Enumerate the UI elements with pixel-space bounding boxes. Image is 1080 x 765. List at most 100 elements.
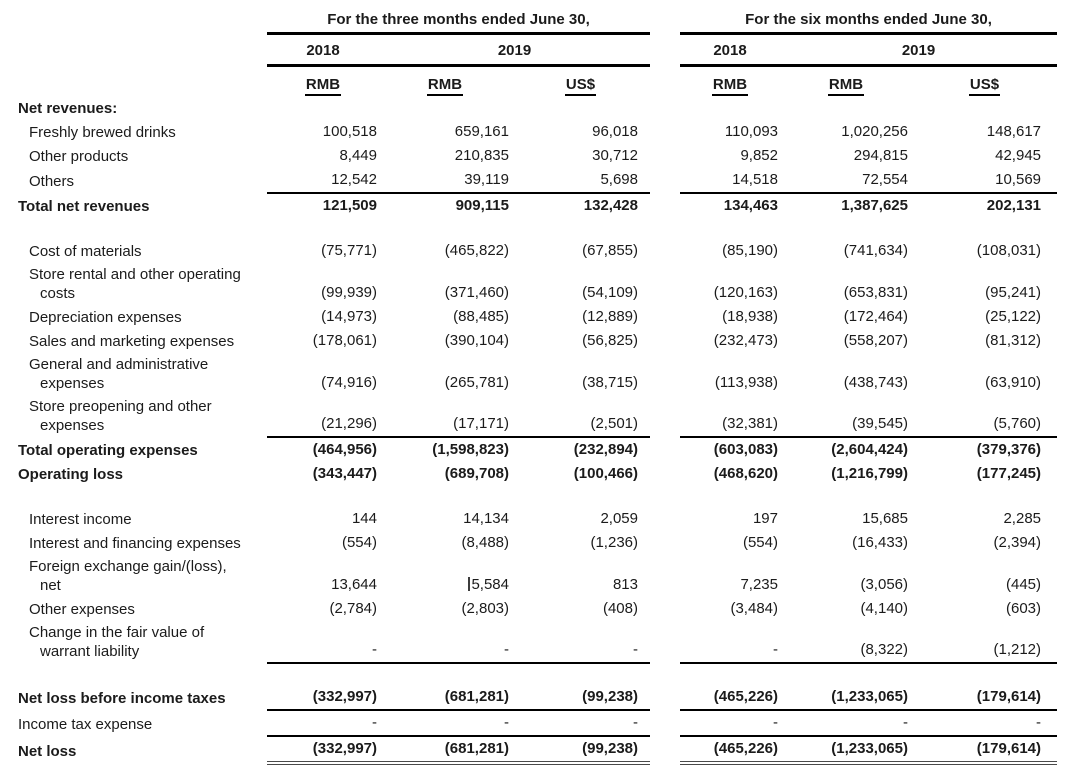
- cell-value: 5,584: [379, 555, 511, 597]
- cell-value: -: [912, 710, 1058, 737]
- cell-value: (32,381): [680, 395, 780, 438]
- row-label: Total operating expenses: [18, 442, 198, 459]
- spacer-row: [0, 218, 1080, 239]
- currency-header: RMB: [379, 66, 511, 98]
- cell-value: (2,784): [329, 600, 377, 617]
- cell-value: (465,226): [680, 685, 780, 711]
- cell-value: (1,598,823): [432, 441, 509, 458]
- cell-value: (465,226): [680, 736, 780, 765]
- column-gap: [650, 120, 680, 144]
- column-gap: [650, 507, 680, 531]
- cell-value: (332,997): [267, 685, 379, 711]
- spacer-cell: [0, 218, 1080, 239]
- cell-value: (75,771): [321, 242, 377, 259]
- column-gap: [650, 34, 680, 66]
- table-row: Operating loss (343,447) (689,708) (100,466…: [0, 462, 1080, 486]
- cell-value: 10,569: [912, 168, 1058, 194]
- cell-value: (603): [1005, 600, 1042, 617]
- column-gap: [650, 168, 680, 193]
- period-header-three-months: For the three months ended June 30,: [267, 8, 650, 35]
- row-label: Income tax expense: [18, 716, 153, 733]
- cell-value: (3,484): [730, 600, 778, 617]
- table-row: Store preopening and other expenses (21,29…: [0, 395, 1080, 438]
- currency-row: RMB RMB US$ RMB RMB US$: [0, 66, 1080, 98]
- currency-header: RMB: [267, 66, 379, 98]
- column-gap: [650, 685, 680, 710]
- cell-value: 294,815: [853, 147, 908, 164]
- cell-value: (2,501): [511, 395, 650, 438]
- cell-value: (741,634): [843, 242, 908, 259]
- cell-value: (554): [341, 534, 377, 551]
- row-end-spacer: [1057, 193, 1080, 218]
- column-gap: [650, 395, 680, 437]
- cell-value: (12,889): [582, 308, 638, 325]
- cell-value: (67,855): [582, 242, 638, 259]
- cell-value: (332,997): [267, 736, 379, 765]
- cell-value: 30,712: [592, 147, 638, 164]
- year-2018-three-months: 2018: [267, 33, 379, 67]
- cell-value: -: [511, 710, 650, 737]
- cell-value: (99,238): [511, 736, 650, 765]
- cell-value: (8,322): [780, 621, 912, 664]
- row-end-spacer: [1057, 305, 1080, 329]
- cell-value: -: [267, 710, 379, 737]
- table-row: Sales and marketing expenses (178,061) (39…: [0, 329, 1080, 353]
- cell-value: (438,743): [843, 374, 908, 391]
- cell-value: 2,059: [600, 510, 638, 527]
- row-end-spacer: [1057, 621, 1080, 663]
- cell-value: -: [680, 621, 780, 664]
- row-end-spacer: [1057, 555, 1080, 597]
- row-label: Depreciation expenses: [29, 309, 182, 326]
- cell-value: (178,061): [312, 332, 377, 349]
- cell-value: [379, 97, 511, 120]
- cell-value: 132,428: [583, 197, 638, 214]
- cell-value: 39,119: [379, 168, 511, 194]
- cell-value: 144: [351, 510, 377, 527]
- row-end-spacer: [1057, 239, 1080, 263]
- period-title-row: For the three months ended June 30, For …: [0, 8, 1080, 35]
- cell-value: (3,056): [860, 576, 908, 593]
- spacer-row: [0, 663, 1080, 685]
- row-end-spacer: [1057, 395, 1080, 437]
- column-gap: [650, 97, 680, 120]
- year-row: 2018 2019 2018 2019: [0, 33, 1080, 67]
- cell-value: 2,285: [1003, 510, 1042, 527]
- table-row: Total net revenues 121,509 909,115 132,428 1…: [0, 193, 1080, 218]
- table-row: Others 12,542 39,119 5,698 14,518 72,554 10,56…: [0, 168, 1080, 194]
- column-gap: [650, 305, 680, 329]
- spacer-cell: [0, 486, 1080, 507]
- column-gap: [650, 8, 680, 34]
- table-row: Change in the fair value of warrant liabi…: [0, 621, 1080, 664]
- row-label: Net revenues:: [18, 100, 118, 117]
- column-gap: [650, 193, 680, 218]
- cell-value: [912, 97, 1057, 120]
- cell-value: -: [379, 710, 511, 737]
- cell-value: -: [511, 621, 650, 664]
- table-body: Net revenues: Freshly brewed drinks 100,51…: [0, 97, 1080, 765]
- table-row: Total operating expenses (464,956) (1,598,…: [0, 437, 1080, 462]
- cell-value: [267, 97, 379, 120]
- cell-value: (681,281): [379, 685, 511, 711]
- table-row: Interest income 144 14,134 2,059 197 15,685 2,…: [0, 507, 1080, 531]
- period-header-six-months: For the six months ended June 30,: [680, 8, 1058, 35]
- row-label: Other expenses: [29, 601, 135, 618]
- row-end-spacer: [1057, 531, 1080, 555]
- row-end-spacer: [1057, 736, 1080, 763]
- cell-value: 12,542: [267, 168, 379, 194]
- column-gap: [650, 736, 680, 763]
- cell-value: 210,835: [454, 147, 509, 164]
- cell-value: (265,781): [444, 374, 509, 391]
- table-row: Freshly brewed drinks 100,518 659,161 96,01…: [0, 120, 1080, 144]
- table-row: Store rental and other operating costs (99…: [0, 263, 1080, 305]
- row-label: Store preopening and other expenses: [29, 398, 212, 434]
- cell-value: (172,464): [843, 308, 908, 325]
- cell-value: (653,831): [843, 284, 908, 301]
- column-gap: [650, 597, 680, 621]
- cell-value: -: [780, 710, 912, 737]
- row-end-spacer: [1057, 462, 1080, 486]
- cell-value: 14,134: [463, 510, 509, 527]
- row-end-spacer: [1057, 144, 1080, 168]
- header-spacer: [1057, 34, 1080, 66]
- row-label: Interest and financing expenses: [29, 535, 241, 552]
- cell-value: [780, 97, 912, 120]
